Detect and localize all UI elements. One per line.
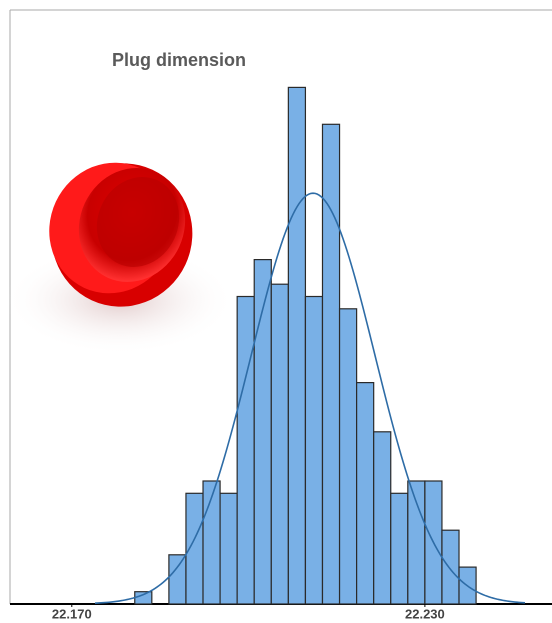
bar <box>168 554 187 605</box>
bar <box>236 295 255 605</box>
chart-title: Plug dimension <box>112 50 246 70</box>
bar <box>219 492 238 605</box>
bar <box>407 480 426 605</box>
bar <box>338 308 358 605</box>
x-tick-label: 22.170 <box>52 606 92 621</box>
cap-image <box>5 162 235 355</box>
bar <box>356 382 375 605</box>
bar <box>304 295 324 605</box>
bar <box>287 86 307 605</box>
bar <box>373 431 392 605</box>
bar <box>321 123 341 605</box>
bar <box>441 529 460 605</box>
fit-curve <box>94 192 526 604</box>
bar <box>390 492 409 605</box>
x-tick-label: 22.230 <box>405 606 445 621</box>
bar <box>134 591 153 605</box>
bar <box>270 283 289 605</box>
